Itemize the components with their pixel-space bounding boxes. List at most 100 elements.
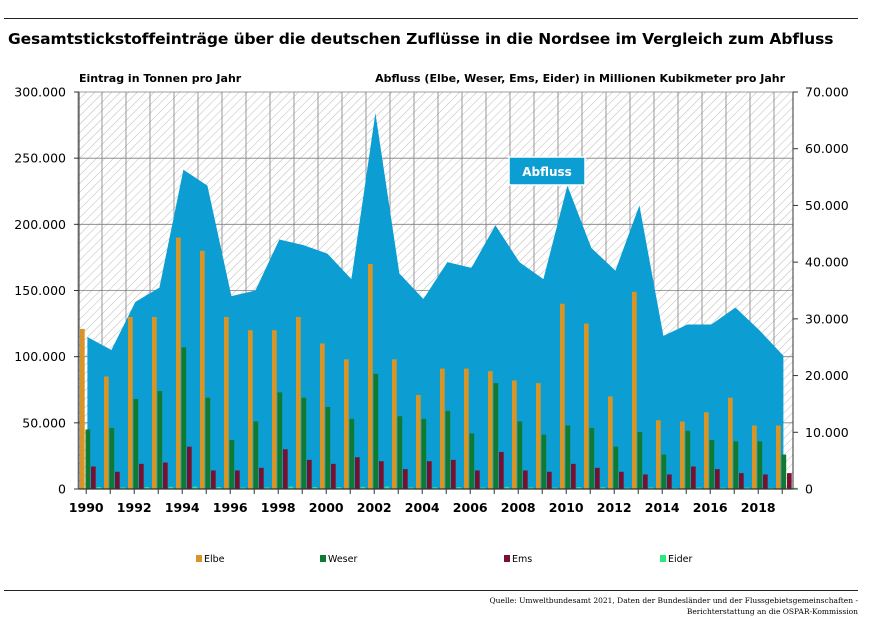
right-tick-label: 60.000 <box>805 141 849 156</box>
right-tick-label: 10.000 <box>805 425 849 440</box>
bar-ems-2001 <box>355 457 360 489</box>
bar-elbe-1992 <box>128 316 133 489</box>
bar-ems-2013 <box>643 474 648 489</box>
bar-ems-2015 <box>691 466 696 489</box>
bar-elbe-2011 <box>584 323 589 489</box>
bar-weser-2019 <box>781 454 787 489</box>
bar-ems-1997 <box>259 467 264 489</box>
bar-ems-2017 <box>739 473 744 489</box>
bar-ems-2014 <box>667 474 672 489</box>
bar-ems-2005 <box>451 459 456 489</box>
bar-eider-1994 <box>192 486 198 489</box>
bar-eider-1996 <box>240 487 246 489</box>
bar-ems-2012 <box>619 471 624 489</box>
axes: 0 50.000 100.000 150.000 200.000 250.000 300.0… <box>14 85 848 516</box>
bar-ems-2008 <box>523 470 528 489</box>
bar-weser-2010 <box>565 425 571 489</box>
bar-eider-2004 <box>432 487 438 489</box>
bar-ems-1995 <box>211 470 216 489</box>
bar-eider-2016 <box>720 487 726 489</box>
bar-elbe-2012 <box>608 396 613 489</box>
bar-eider-2010 <box>576 487 582 489</box>
bar-weser-1992 <box>133 399 139 489</box>
bar-weser-1999 <box>301 397 307 489</box>
bar-elbe-2010 <box>560 303 565 489</box>
source-note: Quelle: Umweltbundesamt 2021, Daten der … <box>490 595 858 617</box>
bar-ems-2018 <box>763 474 768 489</box>
x-tick-label: 1994 <box>165 500 200 515</box>
bar-elbe-2002 <box>368 264 373 489</box>
bar-ems-2000 <box>331 463 336 489</box>
bar-ems-1998 <box>283 449 288 489</box>
right-tick-label: 30.000 <box>805 311 849 326</box>
bar-elbe-2009 <box>536 383 541 489</box>
legend-swatch-weser <box>320 555 326 562</box>
legend-label-eider: Eider <box>668 554 693 565</box>
bar-elbe-2003 <box>392 359 397 489</box>
bar-eider-1991 <box>120 487 126 489</box>
abfluss-label: Abfluss <box>522 165 572 179</box>
bar-elbe-1995 <box>200 250 205 489</box>
right-axis-label: Abfluss (Elbe, Weser, Ems, Eider) in Mil… <box>375 72 785 85</box>
bar-elbe-1990 <box>80 328 85 489</box>
left-tick-label: 250.000 <box>14 151 66 166</box>
bar-ems-1991 <box>115 471 120 489</box>
bar-weser-1993 <box>157 391 163 489</box>
bar-weser-2008 <box>517 421 523 489</box>
bar-elbe-1994 <box>176 237 181 489</box>
bar-eider-1992 <box>144 487 150 489</box>
bar-elbe-1996 <box>224 316 229 489</box>
bar-eider-1999 <box>312 487 318 489</box>
left-tick-label: 150.000 <box>14 283 66 298</box>
x-tick-label: 1996 <box>213 500 248 515</box>
bar-weser-2018 <box>757 441 763 489</box>
bar-elbe-1997 <box>248 330 253 489</box>
bar-weser-2005 <box>445 410 451 489</box>
bar-elbe-1999 <box>296 316 301 489</box>
bar-ems-2003 <box>403 469 408 489</box>
bar-elbe-2015 <box>680 421 685 489</box>
bar-weser-2013 <box>637 432 643 489</box>
right-tick-label: 40.000 <box>805 255 849 270</box>
x-tick-label: 2018 <box>741 500 776 515</box>
abfluss-area <box>87 112 784 489</box>
x-tick-label: 2004 <box>405 500 440 515</box>
left-tick-label: 50.000 <box>22 415 66 430</box>
bar-ems-2011 <box>595 467 600 489</box>
bar-elbe-2017 <box>728 397 733 489</box>
left-tick-label: 300.000 <box>14 85 66 100</box>
bar-ems-2002 <box>379 461 384 489</box>
source-line-1: Quelle: Umweltbundesamt 2021, Daten der … <box>489 596 858 605</box>
bar-eider-2019 <box>792 487 798 489</box>
x-tick-label: 2006 <box>453 500 488 515</box>
bar-eider-1995 <box>216 487 222 489</box>
bar-weser-2012 <box>613 446 619 489</box>
bar-eider-2003 <box>408 487 414 489</box>
bar-eider-2011 <box>600 487 606 489</box>
bar-elbe-2008 <box>512 380 517 489</box>
legend: Elbe Weser Ems Eider <box>196 554 693 565</box>
right-tick-label: 0 <box>805 482 813 497</box>
x-tick-label: 2008 <box>501 500 536 515</box>
bar-elbe-2007 <box>488 371 493 489</box>
x-tick-label: 2002 <box>357 500 392 515</box>
bar-ems-2004 <box>427 461 432 489</box>
bar-ems-2019 <box>787 473 792 489</box>
bar-ems-1993 <box>163 462 168 489</box>
bar-elbe-2006 <box>464 368 469 489</box>
top-rule <box>4 18 858 19</box>
x-tick-label: 2012 <box>597 500 632 515</box>
legend-label-elbe: Elbe <box>204 554 225 565</box>
bar-eider-2005 <box>456 487 462 489</box>
x-tick-label: 2016 <box>693 500 728 515</box>
chart-title: Gesamtstickstoffeinträge über die deutsc… <box>8 30 834 48</box>
bar-elbe-1991 <box>104 376 109 489</box>
bar-weser-2003 <box>397 416 403 489</box>
bar-eider-1993 <box>168 486 174 489</box>
bar-ems-1992 <box>139 463 144 489</box>
bar-eider-2009 <box>552 487 558 489</box>
bar-weser-1995 <box>205 397 211 489</box>
legend-swatch-ems <box>504 555 510 562</box>
source-line-2: Berichterstattung an die OSPAR-Kommissio… <box>686 607 858 616</box>
